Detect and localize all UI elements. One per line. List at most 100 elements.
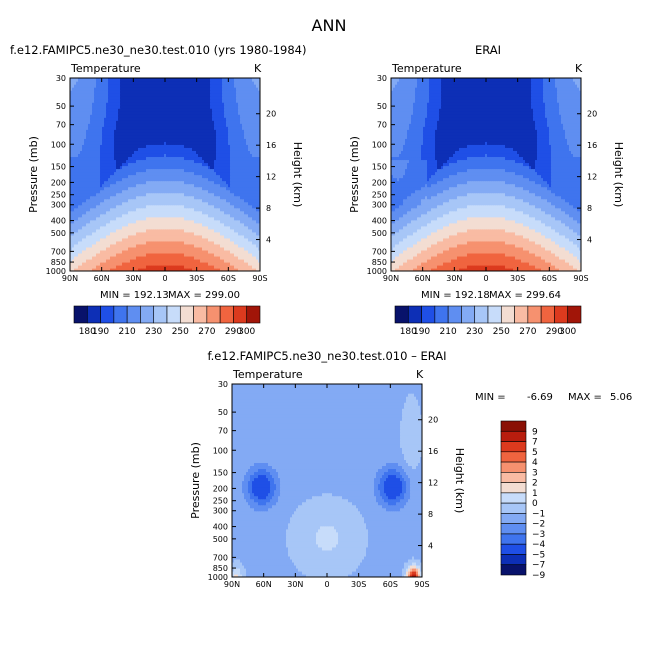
field-cell <box>162 111 165 115</box>
field-cell <box>98 195 101 200</box>
field-cell <box>210 153 213 158</box>
field-cell <box>254 177 257 182</box>
field-cell <box>230 204 233 209</box>
field-cell <box>206 216 209 221</box>
field-cell <box>214 171 217 176</box>
field-cell <box>220 174 223 179</box>
field-cell <box>98 171 101 176</box>
field-cell <box>112 168 115 173</box>
field-cell <box>182 234 185 239</box>
field-cell <box>220 216 223 221</box>
field-cell <box>124 150 127 154</box>
field-cell <box>158 183 161 188</box>
field-cell <box>148 177 151 182</box>
field-cell <box>172 219 175 224</box>
field-cell <box>152 192 155 197</box>
field-cell <box>72 231 75 236</box>
field-cell <box>132 201 135 206</box>
field-cell <box>164 129 167 133</box>
field-cell <box>144 201 147 206</box>
field-cell <box>236 138 239 142</box>
field-cell <box>228 210 231 215</box>
field-cell <box>150 144 153 148</box>
field-cell <box>120 141 123 145</box>
field-cell <box>224 135 227 139</box>
field-cell <box>126 156 129 161</box>
field-cell <box>96 114 99 118</box>
field-cell <box>142 210 145 215</box>
field-cell <box>206 252 209 257</box>
field-cell <box>240 252 243 257</box>
field-cell <box>72 117 75 121</box>
field-cell <box>82 147 85 151</box>
field-cell <box>116 141 119 145</box>
field-cell <box>158 261 161 266</box>
field-cell <box>168 147 171 151</box>
field-cell <box>146 168 149 173</box>
field-cell <box>176 243 179 248</box>
field-cell <box>116 123 119 127</box>
field-cell <box>130 135 133 139</box>
field-cell <box>138 237 141 242</box>
field-cell <box>124 195 127 200</box>
field-cell <box>148 168 151 173</box>
field-cell <box>88 231 91 236</box>
field-cell <box>170 267 173 271</box>
field-cell <box>88 189 91 194</box>
field-cell <box>82 255 85 260</box>
field-cell <box>140 138 143 142</box>
field-cell <box>188 156 191 161</box>
field-cell <box>102 159 105 164</box>
field-cell <box>100 150 103 154</box>
field-cell <box>90 243 93 248</box>
field-cell <box>188 249 191 254</box>
field-cell <box>112 234 115 239</box>
field-cell <box>182 228 185 233</box>
field-cell <box>94 231 97 236</box>
field-cell <box>230 240 233 245</box>
field-cell <box>154 168 157 173</box>
field-cell <box>120 261 123 266</box>
field-cell <box>148 132 151 136</box>
field-cell <box>74 216 77 221</box>
field-cell <box>126 267 129 271</box>
field-cell <box>210 240 213 245</box>
field-cell <box>148 198 151 203</box>
field-cell <box>200 159 203 164</box>
field-cell <box>214 219 217 224</box>
field-cell <box>160 216 163 221</box>
field-cell <box>154 210 157 215</box>
field-cell <box>220 141 223 145</box>
field-cell <box>220 249 223 254</box>
field-cell <box>248 207 251 212</box>
field-cell <box>90 183 93 188</box>
field-cell <box>160 111 163 115</box>
field-cell <box>168 159 171 164</box>
field-cell <box>88 252 91 257</box>
field-cell <box>134 147 137 151</box>
field-cell <box>236 219 239 224</box>
field-cell <box>228 228 231 233</box>
field-cell <box>242 249 245 254</box>
field-cell <box>138 195 141 200</box>
field-cell <box>228 216 231 221</box>
field-cell <box>140 213 143 218</box>
field-cell <box>222 141 225 145</box>
field-cell <box>170 201 173 206</box>
field-cell <box>222 228 225 233</box>
field-cell <box>204 150 207 154</box>
field-cell <box>246 144 249 148</box>
field-cell <box>96 237 99 242</box>
field-cell <box>206 264 209 269</box>
field-cell <box>202 129 205 133</box>
field-cell <box>242 177 245 182</box>
field-cell <box>150 249 153 254</box>
field-cell <box>72 147 75 151</box>
field-cell <box>164 258 167 263</box>
field-cell <box>148 165 151 170</box>
field-cell <box>214 204 217 209</box>
field-cell <box>164 249 167 254</box>
field-cell <box>76 231 79 236</box>
field-cell <box>156 240 159 245</box>
field-cell <box>256 132 259 136</box>
